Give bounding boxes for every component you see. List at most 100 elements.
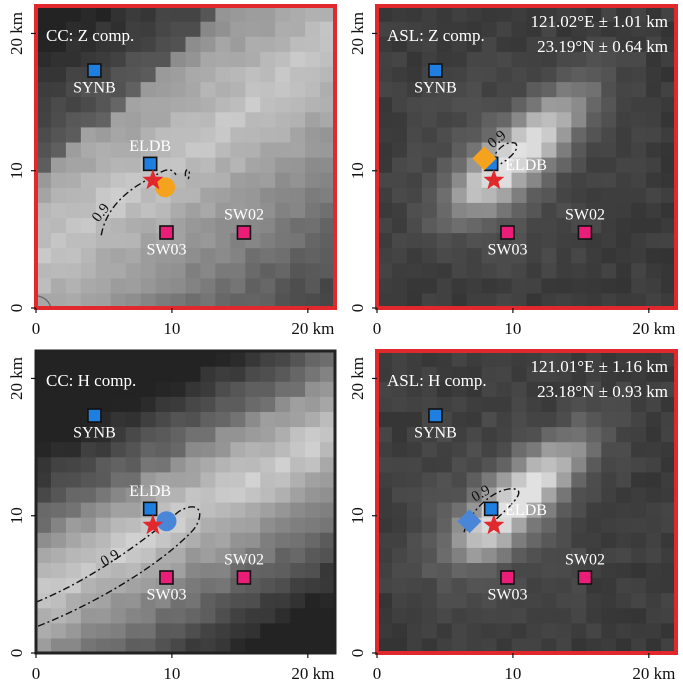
heatmap-cell [170,96,187,113]
heatmap-cell [436,592,453,609]
heatmap-cell [275,532,291,548]
heatmap-cell [260,486,276,503]
heatmap-cell [110,202,127,218]
heatmap-cell [65,547,82,563]
heatmap-cell [586,441,602,458]
heatmap-cell [65,592,82,609]
heatmap-cell [421,441,438,458]
heatmap-cell [391,66,408,83]
heatmap-cell [406,21,423,37]
heatmap-cell [65,247,82,264]
heatmap-cell [601,411,617,428]
heatmap-cell [230,202,246,218]
heatmap-cell [80,607,97,624]
heatmap-cell [290,81,306,98]
heatmap-cell [391,217,408,234]
heatmap-cell [526,157,543,173]
heatmap-cell [170,262,187,279]
heatmap-cell [586,366,602,382]
heatmap-cell [436,141,453,158]
station-sw02: SW02 [565,207,605,240]
heatmap-cell [305,6,321,22]
heatmap-cell [230,6,246,22]
heatmap-cell [200,366,216,382]
heatmap-cell [481,441,498,458]
heatmap-cell [125,232,142,249]
heatmap-cell [230,81,246,98]
heatmap-cell [50,441,67,458]
heatmap-cell [391,202,408,218]
heatmap-cell [391,532,408,548]
heatmap-cell [406,547,423,563]
heatmap-cell [496,51,513,67]
heatmap-cell [511,471,528,488]
heatmap-cell [391,562,408,579]
heatmap-cell [140,277,157,294]
heatmap-cell [155,262,172,279]
heatmap-cell [320,66,336,83]
heatmap-cell [36,111,52,128]
heatmap-cell [110,81,127,98]
heatmap-cell [451,622,468,639]
heatmap-cell [541,111,557,128]
heatmap-cell [421,502,438,518]
heatmap-cell [631,456,647,473]
heatmap-cell [377,36,393,52]
heatmap-cell [140,471,157,488]
heatmap-cell [496,81,513,98]
heatmap-cell [215,532,231,548]
x-tick-label: 20 km [632,664,675,683]
heatmap-cell [436,6,453,22]
heatmap-cell [245,126,261,143]
heatmap-cell [586,292,602,309]
heatmap-cell [245,607,261,624]
estimate-diamond [472,146,497,171]
y-tick-label: 10 [7,507,26,524]
heatmap-cell [391,172,408,188]
station-marker [577,570,593,585]
heatmap-cell [320,262,336,279]
heatmap-cell [631,277,647,294]
heatmap-cell [290,66,306,83]
heatmap-cell [125,622,142,639]
heatmap-cell [436,577,453,594]
heatmap-cell [95,577,112,594]
heatmap-cell [586,502,602,518]
heatmap-cell [571,277,587,294]
heatmap-cell [95,502,112,518]
heatmap-cell [571,292,587,309]
heatmap-cell [466,577,483,594]
heatmap-cell [185,51,202,67]
heatmap-cell [661,126,677,143]
heatmap-cell [50,247,67,264]
heatmap-cell [305,66,321,83]
heatmap-cell [646,21,662,37]
heatmap-cell [275,232,291,249]
heatmap-cell [571,247,587,264]
heatmap-cell [526,577,543,594]
heatmap-cell [661,577,677,594]
heatmap-cell [245,381,261,397]
heatmap-cell [511,36,528,52]
heatmap-cell [541,96,557,113]
heatmap-cell [305,81,321,98]
heatmap-cell [511,141,528,158]
heatmap-cell [65,217,82,234]
heatmap-cell [50,202,67,218]
heatmap-cell [260,126,276,143]
heatmap-cell [36,187,52,203]
heatmap-cell [661,187,677,203]
heatmap-cell [50,381,67,397]
heatmap-cell [377,141,393,158]
heatmap-cell [496,622,513,639]
heatmap-cell [110,51,127,67]
heatmap-cell [110,592,127,609]
heatmap-cell [586,21,602,37]
heatmap-cell [526,21,543,37]
heatmap-cell [661,202,677,218]
heatmap-cell [646,217,662,234]
heatmap-cell [50,157,67,173]
heatmap-cell [50,411,67,428]
heatmap-cell [125,81,142,98]
heatmap-cell [556,111,572,128]
